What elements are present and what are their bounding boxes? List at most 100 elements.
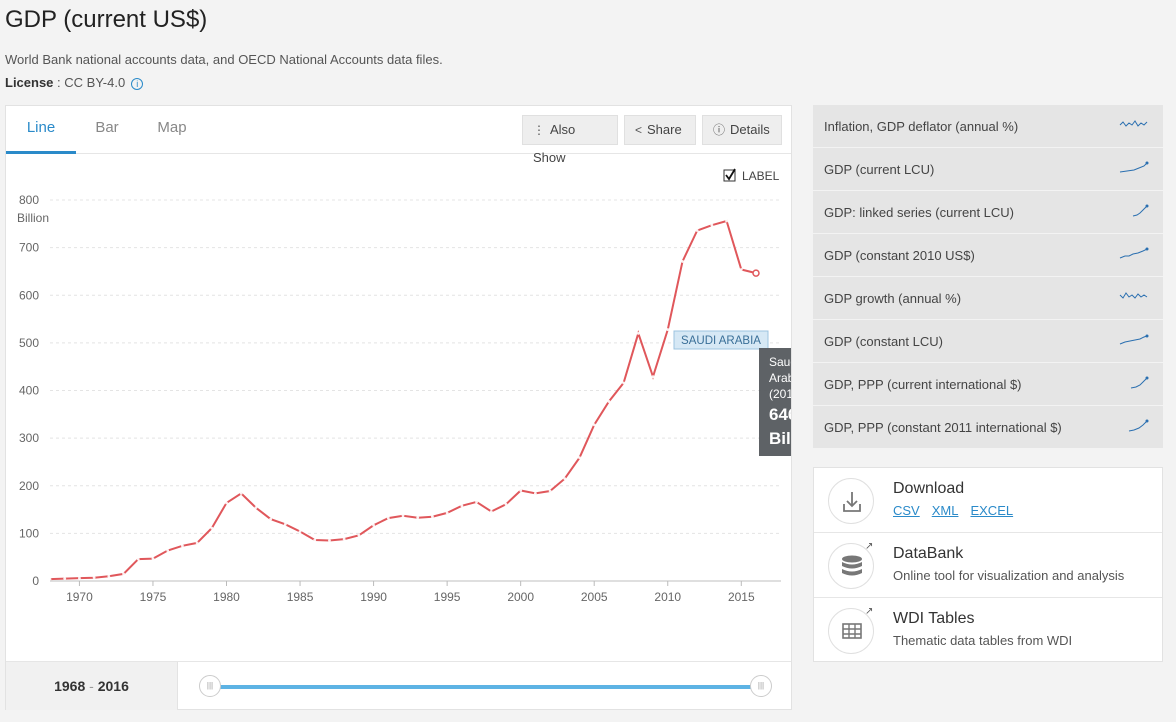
data-point <box>548 489 552 493</box>
databank-desc: Online tool for visualization and analys… <box>893 568 1125 583</box>
data-point <box>328 539 331 542</box>
tab-line[interactable]: Line <box>6 106 76 154</box>
databank-section[interactable]: ↗ DataBank Online tool for visualization… <box>814 533 1162 598</box>
data-point <box>48 577 52 581</box>
slider-handle-end[interactable]: ||| <box>750 675 772 697</box>
download-section: Download CSV XML EXCEL <box>814 468 1162 533</box>
data-point <box>725 219 728 223</box>
data-point <box>210 526 214 530</box>
slider-handle-icon: ||| <box>206 681 214 690</box>
details-icon: ⓘ <box>713 123 726 137</box>
related-item-label: GDP (constant LCU) <box>824 334 943 349</box>
also-show-button[interactable]: ⋮ Also Show <box>522 115 618 165</box>
wdi-section[interactable]: ↗ WDI Tables Thematic data tables from W… <box>814 598 1162 663</box>
xml-link[interactable]: XML <box>931 503 959 518</box>
data-point <box>475 500 478 504</box>
download-icon <box>828 478 874 524</box>
related-item[interactable]: GDP, PPP (constant 2011 international $) <box>813 406 1163 449</box>
tooltip-unit: Billion <box>769 429 791 448</box>
year-range-slider: 1968 - 2016 ||| ||| <box>6 661 791 710</box>
related-item[interactable]: Inflation, GDP deflator (annual %) <box>813 105 1163 148</box>
data-point <box>592 423 596 427</box>
data-point <box>166 549 170 552</box>
data-point <box>63 577 67 581</box>
data-point <box>180 544 184 548</box>
excel-link[interactable]: EXCEL <box>970 503 1014 518</box>
data-point <box>313 538 317 542</box>
y-tick-label: 0 <box>32 574 39 588</box>
source-note: World Bank national accounts data, and O… <box>5 52 443 67</box>
sparkline-icon <box>1119 161 1149 173</box>
data-point <box>357 533 361 537</box>
tab-bar[interactable]: Bar <box>95 119 119 136</box>
related-item[interactable]: GDP (constant LCU) <box>813 320 1163 363</box>
related-item[interactable]: GDP: linked series (current LCU) <box>813 191 1163 234</box>
data-point <box>578 456 581 460</box>
label-toggle[interactable]: LABEL <box>723 168 780 183</box>
sparkline-icon <box>1132 204 1149 217</box>
x-tick-label: 1985 <box>287 590 314 604</box>
checkbox-icon[interactable] <box>723 169 736 182</box>
csv-link[interactable]: CSV <box>893 503 920 518</box>
databank-title[interactable]: DataBank <box>893 545 964 562</box>
chart-tabs: Line Bar Map ⋮ Also Show < Share ⓘ Details <box>6 106 791 165</box>
y-tick-label: 100 <box>19 526 39 540</box>
y-tick-label: 600 <box>19 288 39 302</box>
range-end: 2016 <box>97 678 129 694</box>
y-axis: 0 100 200 300 400 500 600 700 800 <box>19 193 39 588</box>
data-point <box>636 331 640 335</box>
slider-track[interactable] <box>211 685 766 689</box>
also-show-label: Also Show <box>533 122 576 165</box>
slider-handle-start[interactable]: ||| <box>199 675 221 697</box>
data-point <box>107 574 111 578</box>
x-tick-label: 1975 <box>140 590 167 604</box>
series-saudi-arabia <box>48 219 760 581</box>
data-point <box>533 491 537 495</box>
related-item[interactable]: GDP, PPP (current international $) <box>813 363 1163 406</box>
data-point <box>136 557 140 561</box>
sparkline-icon <box>1119 292 1148 299</box>
related-item-label: GDP (current LCU) <box>824 162 935 177</box>
range-start: 1968 <box>54 678 86 694</box>
range-separator: - <box>85 678 98 694</box>
data-point <box>431 515 434 519</box>
data-point <box>504 502 508 506</box>
y-tick-label: 300 <box>19 431 39 445</box>
data-point <box>710 223 714 227</box>
data-point <box>239 491 243 495</box>
related-item-label: GDP growth (annual %) <box>824 291 962 306</box>
chart-panel: Line Bar Map ⋮ Also Show < Share ⓘ Details … <box>5 105 792 710</box>
series-line <box>49 219 757 581</box>
series-label: SAUDI ARABIA <box>673 330 769 350</box>
data-point <box>695 229 699 232</box>
share-icon: < <box>635 123 643 137</box>
data-point <box>460 504 464 508</box>
tooltip-year: (2016) <box>769 387 791 401</box>
data-point <box>254 506 258 510</box>
share-button[interactable]: < Share <box>624 115 696 145</box>
related-item[interactable]: GDP growth (annual %) <box>813 277 1163 320</box>
related-item[interactable]: GDP (current LCU) <box>813 148 1163 191</box>
related-item[interactable]: GDP (constant 2010 US$) <box>813 234 1163 277</box>
database-icon <box>828 543 874 589</box>
info-icon[interactable]: i <box>131 78 144 90</box>
sparkline-icon <box>1119 120 1148 127</box>
data-point <box>283 522 287 526</box>
data-point <box>195 541 199 545</box>
details-button[interactable]: ⓘ Details <box>702 115 782 145</box>
x-tick-label: 2000 <box>507 590 534 604</box>
checkmark-icon <box>725 168 736 181</box>
x-tick-label: 1990 <box>360 590 387 604</box>
data-point <box>416 516 420 520</box>
data-point <box>372 523 375 527</box>
sparkline-icon <box>1128 419 1149 432</box>
x-tick-label: 1995 <box>434 590 461 604</box>
tab-map[interactable]: Map <box>157 119 187 136</box>
data-point <box>298 530 302 533</box>
x-tick-label: 1970 <box>66 590 93 604</box>
tools-panel: Download CSV XML EXCEL ↗ DataBank Online t… <box>813 467 1163 662</box>
data-point <box>445 511 449 515</box>
wdi-title[interactable]: WDI Tables <box>893 610 975 627</box>
license-value: : CC BY-4.0 <box>53 75 126 90</box>
